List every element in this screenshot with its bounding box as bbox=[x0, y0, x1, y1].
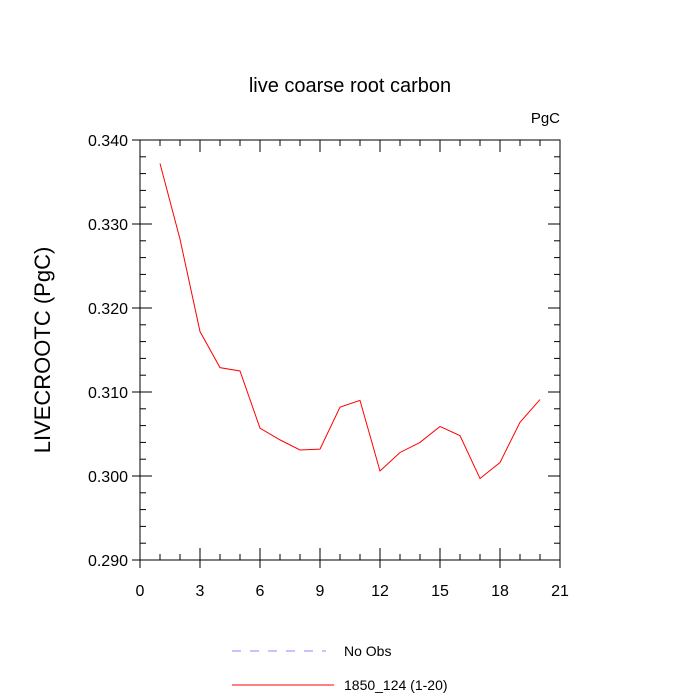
units-label: PgC bbox=[531, 110, 560, 127]
x-tick-label: 15 bbox=[431, 583, 449, 600]
y-axis-label: LIVECROOTC (PgC) bbox=[30, 247, 55, 454]
y-tick-label: 0.320 bbox=[88, 301, 128, 318]
plot-frame bbox=[139, 139, 561, 561]
x-tick-label: 0 bbox=[136, 583, 145, 600]
tick-labels: 0 3 6 9 12 15 18 21 0.290 0.300 0.310 0.320 0.330 0.3… bbox=[88, 133, 569, 600]
y-tick-label: 0.340 bbox=[88, 133, 128, 150]
x-tick-label: 21 bbox=[551, 583, 569, 600]
x-tick-label: 6 bbox=[256, 583, 265, 600]
x-tick-label: 9 bbox=[316, 583, 325, 600]
chart-title: live coarse root carbon bbox=[249, 75, 451, 97]
axis-ticks bbox=[132, 139, 561, 568]
y-tick-label: 0.290 bbox=[88, 553, 128, 570]
legend: No Obs 1850_124 (1-20) bbox=[232, 643, 448, 693]
y-tick-label: 0.300 bbox=[88, 469, 128, 486]
y-tick-label: 0.310 bbox=[88, 385, 128, 402]
x-tick-label: 12 bbox=[371, 583, 389, 600]
series-line-0 bbox=[159, 163, 541, 480]
legend-label-0: No Obs bbox=[344, 643, 391, 659]
x-tick-label: 3 bbox=[196, 583, 205, 600]
x-tick-label: 18 bbox=[491, 583, 509, 600]
y-tick-label: 0.330 bbox=[88, 217, 128, 234]
series-layer bbox=[159, 163, 541, 480]
legend-label-1: 1850_124 (1-20) bbox=[344, 677, 448, 693]
